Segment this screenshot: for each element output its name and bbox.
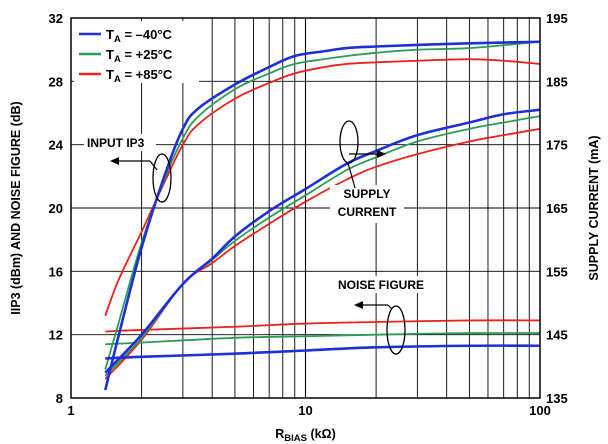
legend-label: TA = –40°C [106,27,173,45]
noise-figure-ellipse [386,305,406,355]
x-tick-label: 100 [529,403,551,418]
series-line-noise-figure-minus40 [105,344,541,360]
y-left-tick-label: 32 [49,11,63,26]
grid [71,18,540,398]
series-line-supply-current-plus25 [104,115,541,377]
supply-current-label-line2: CURRENT [338,205,397,219]
y-right-tick-label: 145 [546,328,568,343]
y-right-tick-label: 155 [546,264,568,279]
noise-figure-arrowhead [354,301,363,309]
input-ip3-label-background [84,134,156,151]
x-axis-title-unit: (kΩ) [307,427,336,441]
y-left-tick-label: 24 [49,138,64,153]
legend-label: TA = +85°C [106,67,173,85]
y-right-tick-label: 195 [546,11,568,26]
y-left-tick-label: 20 [49,201,63,216]
annotations: INPUT IP3 SUPPLY CURRENT NOISE FIGURE [84,120,440,355]
y-right-tick-label: 175 [546,138,568,153]
x-axis-title-sub: BIAS [284,433,307,444]
series-line-noise-figure-plus25 [105,332,541,346]
x-tick-label: 10 [298,403,312,418]
y-right-tick-label: 135 [546,391,568,406]
noise-figure-label-background [322,276,440,293]
y-left-tick-label: 8 [56,391,63,406]
input-ip3-ellipse [152,153,172,203]
series-line-noise-figure-plus85 [105,319,541,333]
series-line-input-ip3-minus40 [104,40,541,391]
legend-label: TA = +25°C [106,47,173,65]
noise-figure-leader [387,304,393,310]
y-left-tick-label: 12 [49,328,63,343]
y-left-axis-title: IIP3 (dBm) AND NOISE FIGURE (dB) [9,101,23,314]
input-ip3-arrowhead [110,157,119,165]
supply-current-ellipse [339,120,359,164]
supply-current-arrowhead [377,150,386,158]
supply-current-leader [347,162,356,189]
supply-current-label-line1: SUPPLY [344,187,391,201]
y-right-axis-title: SUPPLY CURRENT (mA) [587,135,601,280]
series-line-supply-current-minus40 [104,108,541,374]
tick-labels: 1 10 100 8 12 16 20 24 28 32 135 145 155 165 175 185 195 [49,11,568,418]
input-ip3-label: INPUT IP3 [87,136,145,150]
x-axis-title: RBIAS (kΩ) [275,427,336,444]
input-ip3-leader [149,160,158,171]
supply-current-label-background [330,185,404,223]
legend: TA = –40°C TA = +25°C TA = +85°C [74,21,199,85]
y-right-tick-label: 185 [546,74,568,89]
x-axis-title-main: R [275,427,284,441]
y-left-tick-label: 16 [49,264,63,279]
x-tick-label: 1 [67,403,74,418]
series-lines [104,40,541,391]
noise-figure-label: NOISE FIGURE [338,278,424,292]
legend-background [74,21,199,83]
y-right-tick-label: 165 [546,201,568,216]
plot-frame [70,17,541,399]
y-left-tick-label: 28 [49,74,63,89]
